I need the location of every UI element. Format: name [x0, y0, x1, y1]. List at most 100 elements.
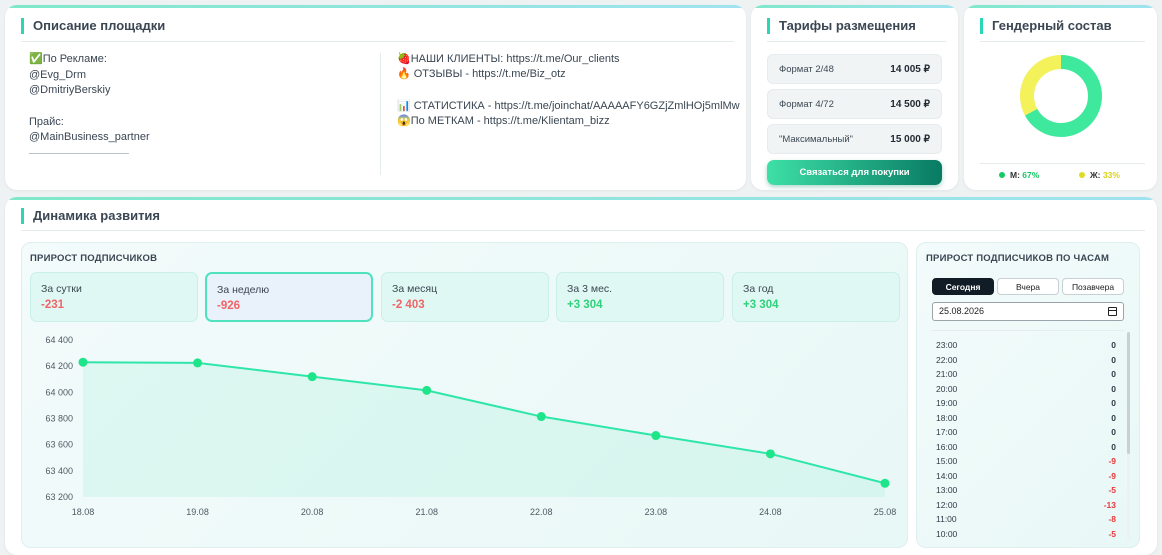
- x-tick-label: 21.08: [415, 507, 438, 517]
- hour-value: -9: [1108, 470, 1116, 481]
- y-tick-label: 63 600: [45, 440, 73, 450]
- tariff-row[interactable]: Формат 4/72 14 500 ₽: [767, 89, 942, 119]
- y-tick-label: 63 200: [45, 492, 73, 502]
- stat-value: -231: [41, 299, 65, 311]
- stat-label: За 3 мес.: [567, 283, 613, 295]
- reviews-link[interactable]: 🔥 ОТЗЫВЫ - https://t.me/Biz_otz: [397, 68, 566, 80]
- hour-row: 23:00 0: [932, 340, 1122, 355]
- hour-label: 17:00: [936, 427, 958, 437]
- y-tick-label: 64 000: [45, 387, 73, 397]
- y-tick-label: 64 400: [45, 335, 73, 345]
- gender-donut-chart: [1020, 55, 1102, 137]
- stat-month[interactable]: За месяц -2 403: [381, 272, 549, 322]
- hour-row: 16:00 0: [932, 442, 1122, 457]
- tariff-price: 14 500 ₽: [890, 99, 930, 110]
- hour-label: 20:00: [936, 383, 958, 394]
- series-line: [82, 361, 886, 485]
- hour-label: 10:00: [936, 528, 958, 539]
- contact-link-2[interactable]: @DmitriyBerskiy: [29, 84, 111, 96]
- hour-row: 22:00 0: [932, 355, 1122, 370]
- stat-3-months[interactable]: За 3 мес. +3 304: [556, 272, 724, 322]
- hour-value: -5: [1108, 528, 1116, 539]
- description-title: Описание площадки: [21, 18, 165, 34]
- series-area: [83, 362, 885, 497]
- hour-value: -8: [1108, 514, 1116, 524]
- divider: [980, 163, 1145, 164]
- stat-year[interactable]: За год +3 304: [732, 272, 900, 322]
- tab-today[interactable]: Сегодня: [932, 278, 994, 295]
- hour-value: 0: [1111, 369, 1116, 379]
- data-point[interactable]: [880, 478, 890, 488]
- tariff-price: 14 005 ₽: [890, 64, 930, 75]
- data-point[interactable]: [536, 412, 546, 422]
- hour-row: 19:00 0: [932, 398, 1122, 413]
- hour-label: 12:00: [936, 499, 958, 510]
- x-tick-label: 18.08: [72, 507, 95, 517]
- tariff-name: Формат 2/48: [779, 64, 834, 75]
- stat-value: -926: [217, 300, 241, 312]
- hour-value: 0: [1111, 412, 1116, 423]
- data-point[interactable]: [765, 449, 775, 459]
- x-tick-label: 24.08: [759, 507, 782, 517]
- hour-row: 11:00 -8: [932, 514, 1122, 529]
- data-point[interactable]: [307, 372, 317, 382]
- contact-to-buy-button[interactable]: Связаться для покупки: [767, 160, 942, 185]
- gender-title: Гендерный состав: [980, 18, 1112, 34]
- tariffs-card: Тарифы размещения Формат 2/48 14 005 ₽ Ф…: [751, 5, 958, 190]
- hour-value: 0: [1111, 340, 1116, 350]
- hour-row: 21:00 0: [932, 369, 1122, 384]
- stat-label: За месяц: [392, 283, 438, 295]
- hour-value: 0: [1111, 383, 1116, 394]
- divider: [767, 41, 946, 42]
- hour-row: 20:00 0: [932, 384, 1122, 399]
- female-label: Ж:: [1090, 170, 1101, 180]
- y-tick-label: 63 400: [45, 466, 73, 476]
- stats-link[interactable]: 📊 СТАТИСТИКА - https://t.me/joinchat/AAA…: [397, 100, 740, 112]
- subscribers-line-chart: 64 400 64 200 64 000 63 800 63 600 63 400 63 2…: [45, 335, 896, 517]
- hour-label: 21:00: [936, 369, 958, 379]
- x-tick-label: 20.08: [301, 507, 324, 517]
- hour-value: 0: [1111, 441, 1116, 452]
- tariff-price: 15 000 ₽: [890, 134, 930, 145]
- male-label: М:: [1010, 170, 1020, 180]
- data-point[interactable]: [651, 431, 661, 441]
- tags-link[interactable]: 😱По МЕТКАМ - https://t.me/Klientam_bizz: [397, 115, 610, 127]
- date-value: 25.08.2026: [939, 306, 985, 316]
- hour-row: 14:00 -9: [932, 471, 1122, 486]
- divider: [21, 230, 1145, 231]
- male-value: 67%: [1022, 170, 1040, 180]
- hourly-title: ПРИРОСТ ПОДПИСЧИКОВ ПО ЧАСАМ: [926, 253, 1110, 264]
- data-point[interactable]: [78, 357, 88, 367]
- data-point[interactable]: [422, 385, 432, 395]
- calendar-icon[interactable]: [1108, 307, 1117, 316]
- ads-label: ✅По Рекламе:: [29, 53, 107, 65]
- tariffs-title: Тарифы размещения: [767, 18, 916, 34]
- legend-female: Ж: 33%: [1079, 170, 1120, 180]
- contact-link-1[interactable]: @Evg_Drm: [29, 69, 87, 81]
- divider: [21, 41, 734, 42]
- hour-row: 12:00 -13: [932, 500, 1122, 515]
- stat-day[interactable]: За сутки -231: [30, 272, 198, 322]
- hour-value: -5: [1108, 485, 1116, 495]
- data-point[interactable]: [193, 358, 203, 368]
- hour-row: 13:00 -5: [932, 485, 1122, 500]
- clients-link[interactable]: 🍓НАШИ КЛИЕНТЫ: https://t.me/Our_clients: [397, 53, 620, 65]
- price-contact-link[interactable]: @MainBusiness_partner: [29, 131, 150, 143]
- hour-label: 15:00: [936, 456, 958, 466]
- date-input[interactable]: 25.08.2026: [932, 302, 1124, 321]
- stat-label: За сутки: [41, 283, 82, 295]
- x-tick-label: 22.08: [530, 507, 553, 517]
- tariff-row[interactable]: "Максимальный" 15 000 ₽: [767, 124, 942, 154]
- stat-value: +3 304: [743, 299, 779, 311]
- stat-week[interactable]: За неделю -926: [205, 272, 373, 322]
- hour-value: 0: [1111, 398, 1116, 408]
- donut-female-segment: [1020, 55, 1102, 137]
- gender-card: Гендерный состав М: 67% Ж: 33%: [964, 5, 1157, 190]
- tab-day-before[interactable]: Позавчера: [1062, 278, 1124, 295]
- tab-yesterday[interactable]: Вчера: [997, 278, 1059, 295]
- scrollbar-thumb[interactable]: [1127, 332, 1130, 454]
- stat-value: +3 304: [567, 299, 603, 311]
- tariff-row[interactable]: Формат 2/48 14 005 ₽: [767, 54, 942, 84]
- hour-row: 17:00 0: [932, 427, 1122, 442]
- hour-value: -13: [1103, 499, 1116, 510]
